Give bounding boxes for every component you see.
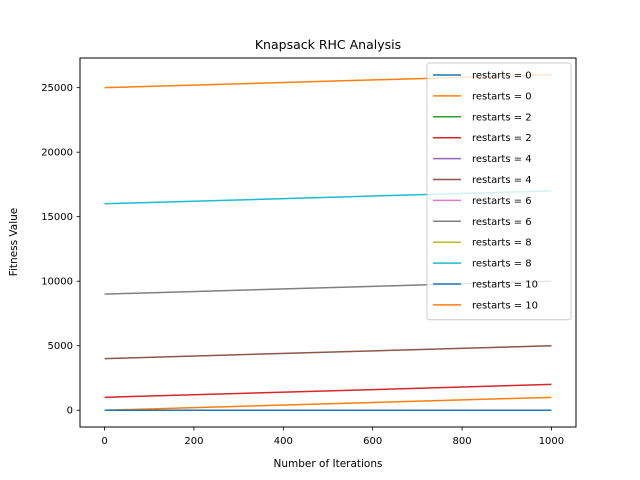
legend-entry-10: restarts = 10 xyxy=(472,280,538,291)
legend: restarts = 0 restarts = 0 restarts = 2 rest… xyxy=(426,62,572,321)
y-axis-label: Fitness Value xyxy=(8,208,20,277)
legend-entry-7: restarts = 6 xyxy=(472,217,532,228)
legend-entry-3: restarts = 2 xyxy=(472,133,532,144)
series-line-3 xyxy=(104,383,552,399)
y-tick-label: 15000 xyxy=(41,212,73,223)
series-line-1 xyxy=(104,396,552,411)
chart-title: Knapsack RHC Analysis xyxy=(255,37,401,52)
legend-entry-11: restarts = 10 xyxy=(472,300,538,311)
x-tick-label: 1000 xyxy=(539,436,564,447)
y-axis-ticks: 0 5000 10000 15000 20000 25000 xyxy=(41,83,80,417)
x-tick-label: 200 xyxy=(184,436,203,447)
legend-entry-0: restarts = 0 xyxy=(472,71,532,82)
y-tick-label: 20000 xyxy=(41,148,73,159)
y-tick-label: 0 xyxy=(67,406,73,417)
legend-entry-5: restarts = 4 xyxy=(472,175,532,186)
x-tick-label: 0 xyxy=(101,436,107,447)
legend-entry-1: restarts = 0 xyxy=(472,91,532,102)
series-line-5 xyxy=(104,344,552,360)
x-axis-label: Number of Iterations xyxy=(274,458,383,470)
legend-entry-6: restarts = 6 xyxy=(472,196,532,207)
x-axis-ticks: 0 200 400 600 800 1000 xyxy=(101,427,564,447)
y-tick-label: 25000 xyxy=(41,83,73,94)
y-tick-label: 10000 xyxy=(41,277,73,288)
x-tick-label: 400 xyxy=(274,436,293,447)
y-tick-label: 5000 xyxy=(48,341,73,352)
legend-entry-8: restarts = 8 xyxy=(472,238,532,249)
legend-box xyxy=(426,62,572,321)
legend-entry-4: restarts = 4 xyxy=(472,154,532,165)
legend-entry-9: restarts = 8 xyxy=(472,259,532,270)
legend-entry-2: restarts = 2 xyxy=(472,112,532,123)
plot-frame xyxy=(79,57,577,428)
x-tick-label: 600 xyxy=(363,436,382,447)
x-tick-label: 800 xyxy=(453,436,472,447)
